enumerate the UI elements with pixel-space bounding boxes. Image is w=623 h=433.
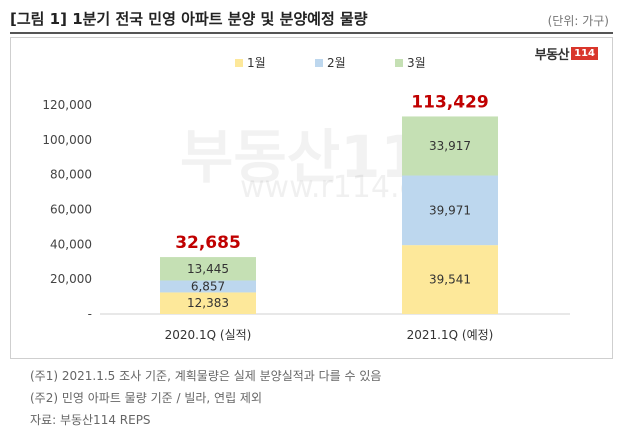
bar-segment xyxy=(402,116,498,176)
y-tick-label: 20,000 xyxy=(50,272,92,286)
total-value-label: 32,685 xyxy=(175,233,241,253)
unit-label: (단위: 가구) xyxy=(547,14,609,28)
y-tick-label: 80,000 xyxy=(50,168,92,182)
footnote-1: (주1) 2021.1.5 조사 기준, 계획물량은 실제 분양실적과 다를 수… xyxy=(30,369,382,383)
logo-box: 114 xyxy=(571,47,598,60)
stacked-bar-chart: 1월 2월 3월 - 20,000 40,000 60,000 80,000 100,000 12… xyxy=(42,56,570,342)
segment-value-label: 13,445 xyxy=(187,262,229,276)
y-tick-label: 60,000 xyxy=(50,203,92,217)
segment-value-label: 39,971 xyxy=(429,203,471,217)
y-tick-label: - xyxy=(88,307,92,321)
title-divider xyxy=(10,32,613,34)
legend-swatch xyxy=(395,59,403,67)
logo-text: 부동산 xyxy=(534,48,570,63)
x-category-label: 2021.1Q (예정) xyxy=(407,328,494,342)
source-note: 자료: 부동산114 REPS xyxy=(30,413,151,427)
y-tick-label: 100,000 xyxy=(42,133,92,147)
segment-value-label: 12,383 xyxy=(187,296,229,310)
legend-label: 3월 xyxy=(407,56,426,70)
footnote-2: (주2) 민영 아파트 물량 기준 / 빌라, 연립 제외 xyxy=(30,391,263,405)
y-tick-label: 40,000 xyxy=(50,237,92,251)
bar-segment xyxy=(402,175,498,246)
legend-swatch xyxy=(235,59,243,67)
y-tick-label: 120,000 xyxy=(42,98,92,112)
segment-value-label: 6,857 xyxy=(191,279,225,293)
segment-value-label: 39,541 xyxy=(429,273,471,287)
chart-title: [그림 1] 1분기 전국 민영 아파트 분양 및 분양예정 물량 xyxy=(10,10,368,28)
brand-logo: 부동산 114 xyxy=(535,44,598,63)
legend-label: 1월 xyxy=(247,56,266,70)
bar-segment xyxy=(160,292,256,314)
legend-label: 2월 xyxy=(327,56,346,70)
bar-segment xyxy=(160,280,256,293)
segment-value-label: 33,917 xyxy=(429,139,471,153)
x-category-label: 2020.1Q (실적) xyxy=(165,328,252,342)
bar-segment xyxy=(402,245,498,314)
bar-segment xyxy=(160,257,256,281)
legend-swatch xyxy=(315,59,323,67)
chart-frame: 부동산 114 xyxy=(10,37,613,359)
total-value-label: 113,429 xyxy=(411,92,488,112)
